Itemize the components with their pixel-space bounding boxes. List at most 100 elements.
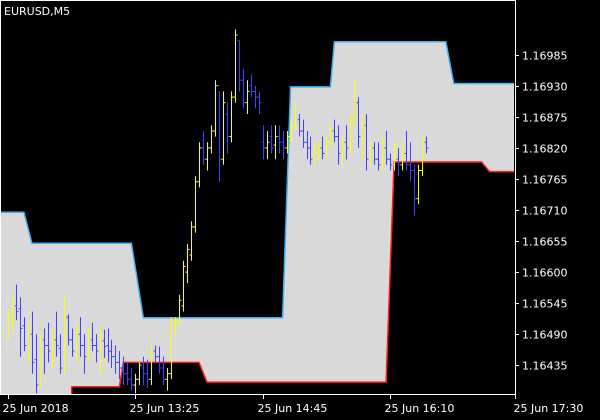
envelope-upper-line <box>0 41 514 319</box>
ohlc-bar <box>277 125 282 154</box>
ohlc-bar <box>78 317 83 357</box>
ohlc-bar <box>420 136 425 177</box>
ohlc-bar <box>86 328 91 363</box>
ohlc-bar <box>165 368 170 391</box>
y-tick-label: 1.16820 <box>522 143 568 156</box>
ohlc-bar <box>26 322 31 363</box>
ohlc-bar <box>285 131 290 154</box>
ohlc-bar <box>265 131 270 160</box>
ohlc-bar <box>320 136 325 160</box>
y-tick-label: 1.16490 <box>522 329 568 342</box>
ohlc-bar <box>416 164 421 205</box>
ohlc-bar <box>229 91 234 143</box>
ohlc-bar <box>109 339 114 368</box>
ohlc-bar <box>225 102 230 154</box>
ohlc-bar <box>34 334 39 394</box>
ohlc-bar <box>201 131 206 165</box>
ohlc-bar <box>94 334 99 363</box>
ohlc-bar <box>141 356 146 385</box>
ohlc-bar <box>408 142 413 182</box>
envelope-band <box>0 41 514 395</box>
ohlc-bar <box>193 176 198 233</box>
ohlc-bar <box>273 125 278 160</box>
ohlc-bar <box>125 362 130 385</box>
ohlc-bar <box>38 334 43 388</box>
ohlc-bar <box>169 317 174 380</box>
ohlc-bar <box>213 80 218 137</box>
ohlc-bar <box>161 356 166 385</box>
ohlc-bar <box>237 40 242 92</box>
ohlc-bar <box>372 142 377 165</box>
ohlc-bar <box>312 142 317 165</box>
ohlc-bar <box>54 311 59 357</box>
ohlc-bar <box>98 328 103 374</box>
ohlc-bar <box>209 125 214 154</box>
ohlc-bar <box>233 29 238 103</box>
ohlc-bar <box>129 368 134 391</box>
ohlc-bar <box>50 328 55 368</box>
ohlc-bar <box>205 142 210 171</box>
ohlc-bar <box>400 142 405 171</box>
ohlc-bar <box>90 322 95 352</box>
ohlc-bar <box>328 125 333 148</box>
time-axis: 25 Jun 2018 25 Jun 13:25 25 Jun 14:45 25 Ju… <box>3 394 584 415</box>
ohlc-bar <box>368 142 373 165</box>
ohlc-bar <box>6 308 11 340</box>
ohlc-bar <box>22 317 27 352</box>
envelope-lower-line <box>70 161 514 394</box>
ohlc-bar <box>70 328 75 357</box>
ohlc-bar <box>149 345 154 385</box>
ohlc-bar <box>82 334 87 374</box>
ohlc-bar <box>102 329 107 358</box>
ohlc-bar <box>364 114 369 171</box>
y-tick-label: 1.16655 <box>522 236 568 249</box>
ohlc-bar <box>62 294 67 374</box>
plot-frame <box>0 0 516 395</box>
ohlc-bar <box>249 74 254 98</box>
y-tick-label: 1.16435 <box>522 360 568 373</box>
ohlc-bar <box>396 147 401 177</box>
ohlc-bar <box>356 97 361 148</box>
ohlc-bar <box>332 119 337 143</box>
ohlc-bar <box>241 68 246 109</box>
x-tick-label: 25 Jun 16:10 <box>385 402 455 415</box>
x-tick-label: 25 Jun 14:45 <box>258 402 328 415</box>
ohlc-bar <box>340 136 345 165</box>
ohlc-bar <box>177 294 182 326</box>
x-tick-label: 25 Jun 17:30 <box>514 402 584 415</box>
ohlc-bar <box>181 260 186 312</box>
ohlc-bar <box>46 322 51 363</box>
ohlc-bar <box>137 362 142 385</box>
ohlc-bars <box>6 29 429 394</box>
ohlc-bar <box>117 351 122 380</box>
ohlc-bar <box>388 153 393 171</box>
ohlc-bar <box>301 119 306 148</box>
y-tick-label: 1.16765 <box>522 174 568 187</box>
ohlc-bar <box>133 373 138 394</box>
x-tick-label: 25 Jun 2018 <box>3 402 69 415</box>
ohlc-bar <box>316 142 321 160</box>
ohlc-bar <box>392 142 397 171</box>
ohlc-bar <box>324 136 329 160</box>
ohlc-bar <box>336 125 341 165</box>
ohlc-bar <box>30 311 35 374</box>
ohlc-bar <box>157 346 162 374</box>
ohlc-bar <box>384 131 389 165</box>
ohlc-bar <box>221 91 226 165</box>
y-tick-label: 1.16985 <box>522 50 568 63</box>
ohlc-bar <box>14 284 19 321</box>
ohlc-bar <box>153 345 158 363</box>
ohlc-bar <box>121 356 126 385</box>
ohlc-bar <box>10 294 15 329</box>
ohlc-bar <box>245 80 250 114</box>
ohlc-bar <box>145 359 150 388</box>
ohlc-bar <box>289 119 294 143</box>
ohlc-bar <box>197 142 202 188</box>
ohlc-bar <box>348 114 353 154</box>
ohlc-bar <box>352 80 357 126</box>
ohlc-bar <box>113 345 118 374</box>
ohlc-bar <box>253 85 258 109</box>
y-tick-label: 1.16710 <box>522 205 568 218</box>
ohlc-bar <box>360 114 365 160</box>
